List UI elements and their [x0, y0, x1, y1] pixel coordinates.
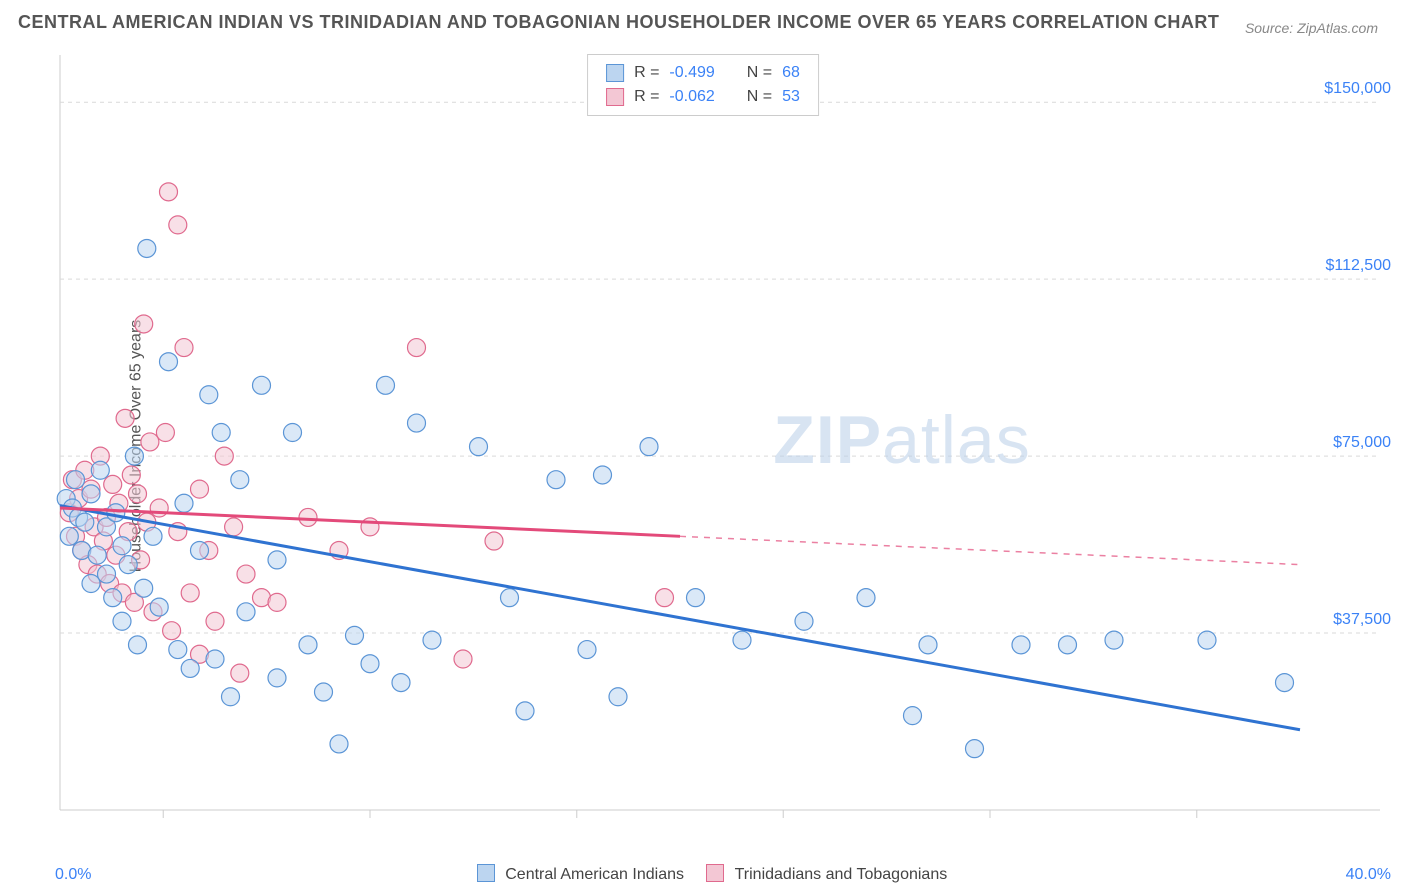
r-value: -0.499 [669, 61, 714, 85]
series-swatch-icon [477, 864, 495, 882]
legend-label: Trinidadians and Tobagonians [735, 866, 948, 883]
y-tick-label: $75,000 [1333, 434, 1391, 452]
series-legend: Central American Indians Trinidadians an… [0, 864, 1406, 884]
stats-row: R = -0.062 N = 53 [606, 85, 800, 109]
n-label: N = [747, 61, 772, 85]
legend-label: Central American Indians [505, 866, 684, 883]
scatter-plot [55, 50, 1385, 840]
r-label: R = [634, 61, 659, 85]
series-swatch-icon [606, 64, 624, 82]
y-tick-label: $37,500 [1333, 611, 1391, 629]
source-attribution: Source: ZipAtlas.com [1245, 20, 1378, 36]
n-value: 53 [782, 85, 800, 109]
y-tick-label: $150,000 [1324, 80, 1391, 98]
series-swatch-icon [606, 88, 624, 106]
stats-row: R = -0.499 N = 68 [606, 61, 800, 85]
chart-title: CENTRAL AMERICAN INDIAN VS TRINIDADIAN A… [18, 12, 1219, 33]
n-label: N = [747, 85, 772, 109]
correlation-stats-box: R = -0.499 N = 68 R = -0.062 N = 53 [587, 54, 819, 116]
y-tick-label: $112,500 [1325, 257, 1391, 275]
r-value: -0.062 [669, 85, 714, 109]
r-label: R = [634, 85, 659, 109]
n-value: 68 [782, 61, 800, 85]
series-swatch-icon [706, 864, 724, 882]
